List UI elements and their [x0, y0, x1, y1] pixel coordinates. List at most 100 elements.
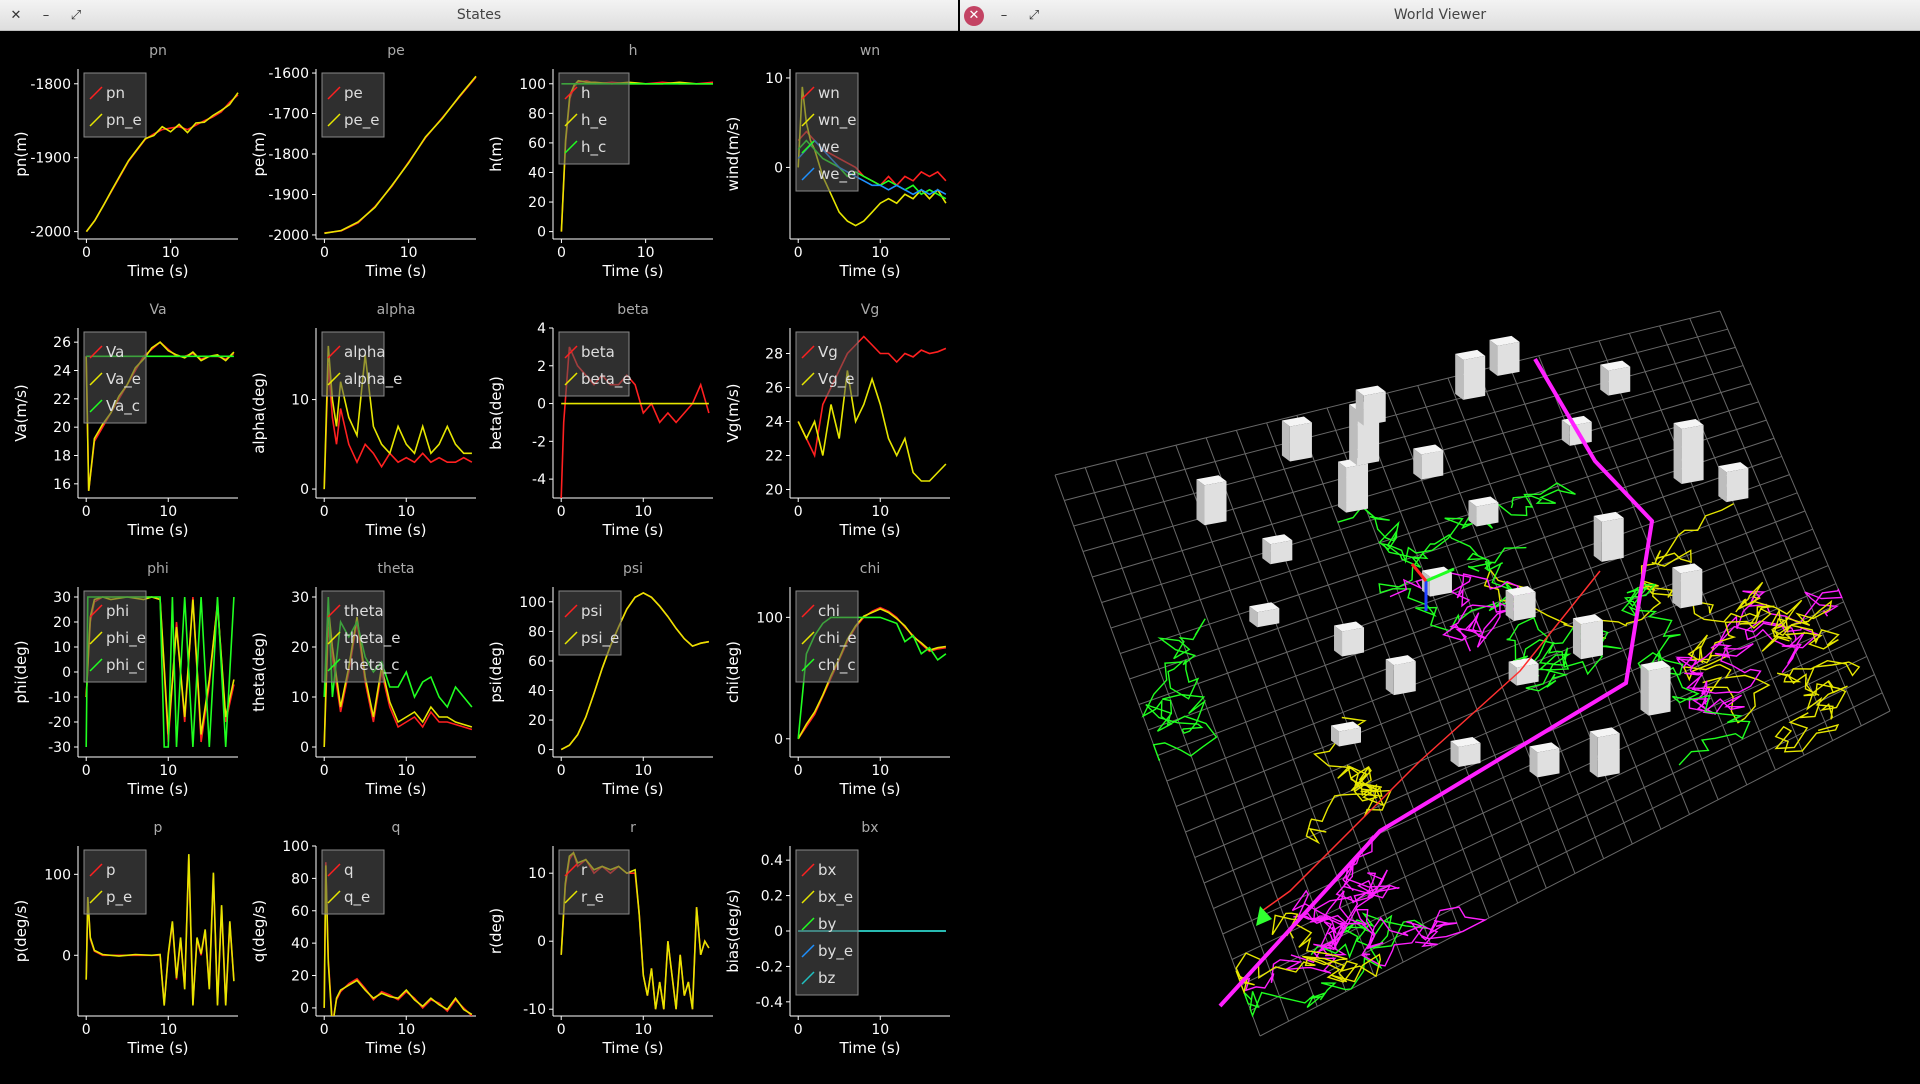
building-roof: [1249, 602, 1280, 613]
building-side: [1505, 590, 1514, 622]
series-theta_e: [323, 606, 473, 748]
series-Vg_e: [797, 370, 947, 482]
building-face: [1363, 391, 1386, 426]
building: [1489, 335, 1520, 376]
x-tick-label: 10: [634, 1022, 652, 1038]
building-face: [1537, 748, 1560, 778]
legend-label: chi_e: [818, 629, 857, 648]
legend-box: [558, 590, 622, 656]
x-tick-label: 0: [320, 1022, 329, 1038]
maximize-icon[interactable]: ⤢: [70, 8, 82, 23]
building-side: [1334, 625, 1343, 657]
legend-swatch: [89, 372, 103, 386]
building-roof: [1673, 419, 1704, 430]
world-scene[interactable]: [960, 31, 1920, 1080]
building-face: [1580, 620, 1603, 660]
y-tick-label: 80: [291, 871, 309, 887]
plot-bx: bx 0 10 -0.4 -0.2 0 0.2 0.4 Time (s) bias(deg/s) b…: [724, 820, 950, 1057]
close-icon[interactable]: ✕: [964, 6, 984, 26]
building: [1338, 457, 1369, 513]
legend-swatch: [89, 863, 103, 877]
building-face: [1393, 661, 1416, 696]
building-face: [1513, 592, 1536, 622]
y-tick-label: 60: [528, 654, 546, 670]
flight-path: [1682, 600, 1775, 724]
x-axis-label: Time (s): [365, 262, 427, 280]
legend-swatch: [89, 113, 103, 127]
building-face: [1648, 666, 1671, 716]
world-titlebar[interactable]: ✕ – ⤢ World Viewer: [960, 0, 1920, 31]
plot-lines: [323, 345, 473, 490]
x-tick-label: 0: [557, 763, 566, 779]
legend-label: bx: [818, 861, 837, 879]
y-tick-label: 30: [291, 590, 309, 606]
grid-line: [1250, 692, 1883, 1011]
maximize-icon[interactable]: ⤢: [1028, 8, 1040, 23]
legend-label: Va: [106, 343, 124, 361]
x-tick-label: 10: [871, 504, 889, 520]
legend-swatch: [801, 890, 815, 904]
y-tick-label: 100: [44, 867, 71, 883]
minimize-icon[interactable]: –: [1000, 8, 1008, 23]
y-axis-label: bias(deg/s): [724, 889, 742, 973]
building-side: [1262, 538, 1271, 565]
building-side: [1349, 404, 1358, 466]
y-tick-label: 0.4: [761, 853, 783, 869]
world-3d-view[interactable]: [960, 31, 1920, 1080]
grid-line: [1241, 674, 1875, 986]
x-tick-label: 0: [320, 245, 329, 261]
states-titlebar[interactable]: ✕ – ⤢ States: [0, 0, 958, 31]
series-p_e: [85, 854, 235, 1006]
minimize-icon[interactable]: –: [42, 8, 50, 23]
close-icon[interactable]: ✕: [10, 8, 22, 23]
y-tick-label: 0: [300, 740, 309, 756]
legend-swatch: [801, 113, 815, 127]
y-tick-label: -1600: [268, 66, 309, 82]
x-axis-label: Time (s): [602, 1039, 664, 1057]
building-roof: [1421, 566, 1452, 577]
y-tick-label: 24: [765, 415, 783, 431]
plot-title: beta: [617, 302, 649, 318]
y-axis-label: Va(m/s): [12, 384, 30, 441]
legend-swatch: [564, 113, 578, 127]
building: [1249, 602, 1280, 628]
legend-box: [795, 331, 859, 397]
legend-label: r: [581, 861, 588, 879]
legend-swatch: [801, 86, 815, 100]
plot-title: bx: [861, 820, 878, 836]
building-face: [1458, 742, 1481, 767]
y-tick-label: -10: [48, 690, 71, 706]
plot-title: r: [630, 820, 636, 836]
y-tick-label: 10: [765, 71, 783, 87]
grid-line: [1185, 565, 1829, 833]
grid-line: [1659, 325, 1834, 741]
building: [1640, 660, 1671, 716]
legend-label: Vg: [818, 343, 838, 361]
grid-line: [1175, 546, 1821, 807]
series-Vg: [797, 335, 947, 459]
flight-path: [1305, 716, 1392, 845]
building-roof: [1672, 563, 1703, 574]
legend-box: [83, 849, 147, 915]
plot-title: alpha: [377, 302, 416, 318]
plot-beta: beta 0 10 -4 -2 0 2 4 Time (s) beta(deg) beta beta_…: [487, 302, 713, 539]
y-tick-label: 40: [528, 683, 546, 699]
y-tick-label: -1900: [268, 187, 309, 203]
building-side: [1529, 746, 1538, 778]
building-face: [1463, 355, 1486, 400]
building-side: [1385, 659, 1394, 696]
legend-swatch: [564, 372, 578, 386]
building: [1355, 385, 1386, 426]
x-tick-label: 0: [557, 504, 566, 520]
y-tick-label: 0: [62, 665, 71, 681]
grid-line: [1194, 583, 1837, 858]
y-tick-label: 20: [53, 615, 71, 631]
building-face: [1597, 733, 1620, 778]
x-tick-label: 10: [400, 245, 418, 261]
legend-box: [321, 331, 385, 397]
legend-label: psi: [581, 602, 603, 620]
building: [1718, 462, 1749, 503]
grid-line: [1598, 340, 1776, 771]
